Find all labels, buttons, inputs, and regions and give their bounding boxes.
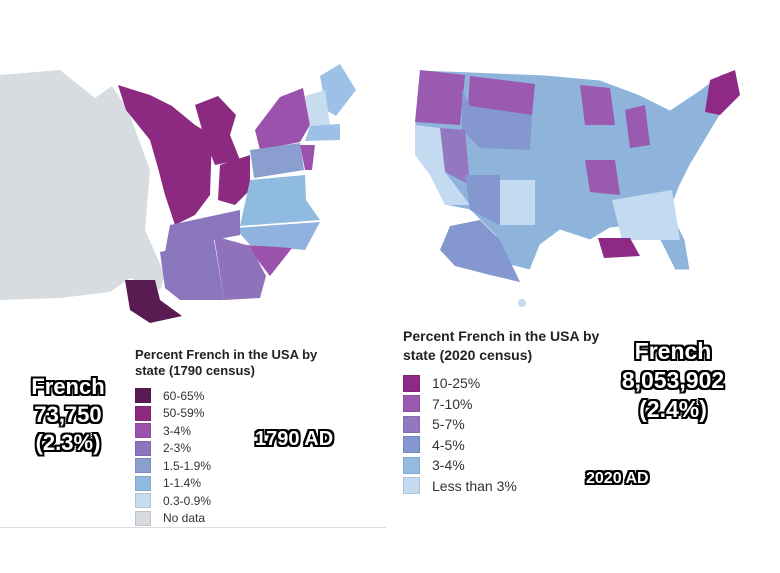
legend-item: 1-1.4% (135, 475, 335, 493)
region-tennessee-kentucky (165, 210, 240, 252)
overlay-2020-stats: French 8,053,902 (2.4%) (598, 337, 748, 424)
year-1790: 1790 AD (255, 428, 334, 450)
region-washington-oregon (415, 70, 465, 125)
region-michigan (625, 105, 650, 148)
divider (364, 527, 386, 528)
legend-item: 4-5% (403, 435, 633, 456)
region-arizona (465, 175, 500, 225)
region-nevada (440, 128, 470, 185)
legend-item: 5-7% (403, 414, 633, 435)
legend-item: 60-65% (135, 387, 335, 405)
legend-1790: Percent French in the USA by state (1790… (135, 347, 335, 527)
legend-item: Less than 3% (403, 476, 633, 497)
legend-swatch (403, 374, 420, 392)
overlay-count: 73,750 (34, 402, 102, 427)
region-illinois-wisconsin (118, 85, 212, 225)
legend-swatch (403, 456, 420, 474)
legend-item: 7-10% (403, 394, 633, 415)
legend-label: Less than 3% (432, 477, 517, 494)
region-ohio (218, 155, 250, 205)
legend-title: Percent French in the USA by state (1790… (135, 347, 318, 378)
region-no-data (0, 70, 165, 300)
legend-title: Percent French in the USA by state (2020… (403, 328, 600, 363)
legend-swatch (135, 475, 151, 491)
region-georgia (214, 236, 266, 300)
overlay-pct: (2.4%) (639, 396, 707, 422)
legend-label: 4-5% (432, 436, 465, 453)
region-hawaii (518, 299, 526, 307)
legend-label: 50-59% (163, 406, 205, 421)
legend-label: 1.5-1.9% (163, 458, 212, 473)
legend-swatch (135, 423, 151, 439)
overlay-title: French (31, 374, 105, 399)
region-california (415, 125, 470, 205)
overlay-pct: (2.3%) (35, 430, 101, 455)
legend-swatch (135, 510, 151, 526)
year-2020: 2020 AD (586, 470, 649, 487)
legend-swatch (135, 405, 151, 421)
region-south-carolina (246, 245, 292, 276)
overlay-1790-stats: French 73,750 (2.3%) (18, 373, 118, 457)
legend-item: 1.5-1.9% (135, 457, 335, 475)
legend-label: 10-25% (432, 375, 481, 392)
legend-swatch (403, 477, 420, 495)
region-montana (468, 76, 535, 115)
divider (0, 527, 370, 528)
legend-swatch (403, 415, 420, 433)
legend-item: 3-4% (403, 455, 633, 476)
legend-swatch (135, 440, 151, 456)
region-new-england (705, 70, 740, 115)
region-idaho-wyoming (462, 90, 532, 150)
overlay-count: 8,053,902 (621, 367, 725, 393)
legend-item: 3-4% (135, 422, 335, 440)
region-north-carolina (235, 222, 320, 250)
region-southeast (612, 190, 680, 240)
region-alabama-mississippi (160, 240, 224, 300)
region-louisiana (598, 238, 640, 258)
region-alaska (440, 220, 520, 282)
region-mass-ct (305, 124, 340, 141)
legend-label: 3-4% (432, 457, 465, 474)
legend-item: 2-3% (135, 440, 335, 458)
legend-item: 50-59% (135, 405, 335, 423)
region-new-jersey (300, 145, 315, 170)
legend-label: 2-3% (163, 441, 192, 456)
legend-label: 5-7% (432, 416, 465, 433)
legend-label: 7-10% (432, 395, 473, 412)
overlay-title: French (634, 338, 712, 364)
legend-swatch (135, 388, 151, 404)
region-missouri (585, 160, 620, 195)
legend-label: No data (163, 511, 206, 526)
region-michigan (195, 96, 240, 165)
legend-swatch (135, 458, 151, 474)
legend-item: No data (135, 510, 335, 528)
legend-swatch (135, 493, 151, 509)
region-vermont-nh (305, 90, 330, 126)
map-2020 (414, 69, 741, 307)
map-1790 (0, 64, 356, 323)
legend-label: 1-1.4% (163, 476, 202, 491)
legend-label: 0.3-0.9% (163, 493, 212, 508)
legend-label: 60-65% (163, 388, 205, 403)
legend-item: 10-25% (403, 373, 633, 394)
legend-swatch (403, 436, 420, 454)
region-minnesota (580, 85, 615, 125)
legend-swatch (403, 395, 420, 413)
legend-item: 0.3-0.9% (135, 492, 335, 510)
region-new-york (255, 88, 310, 150)
legend-2020: Percent French in the USA by state (2020… (403, 327, 633, 496)
region-maine (320, 64, 356, 116)
region-virginia (240, 175, 320, 226)
region-new-mexico (500, 180, 535, 225)
region-louisiana (125, 280, 182, 323)
region-pennsylvania (250, 143, 304, 178)
legend-label: 3-4% (163, 423, 192, 438)
